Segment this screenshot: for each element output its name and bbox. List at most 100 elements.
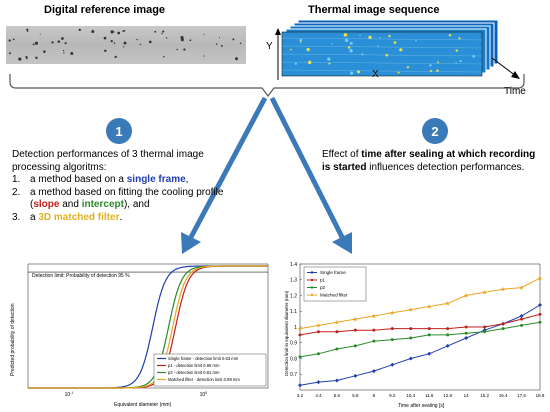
thermal-spot (290, 48, 292, 51)
defect-speck (235, 57, 238, 61)
data-point (352, 316, 358, 322)
defect-speck (163, 56, 165, 58)
thermal-spot (373, 72, 377, 75)
timing-description: Effect of time after sealing at which re… (322, 149, 536, 173)
data-point (464, 336, 469, 341)
data-point (335, 330, 339, 334)
defect-speck (78, 28, 81, 32)
defect-speck (239, 42, 242, 45)
defect-speck (26, 57, 28, 60)
y-tick-label: 1.4 (290, 262, 297, 268)
y-tick-label: 0.9 (290, 341, 297, 347)
data-point (501, 327, 505, 331)
legend-entry: Single frame - detection limit 0.63 mm (168, 356, 239, 361)
defect-speck (180, 35, 184, 40)
thermal-spot (368, 35, 372, 40)
x-tick-label: 12.8 (443, 393, 452, 398)
thermal-spot (458, 37, 461, 40)
defect-speck (215, 43, 218, 45)
defect-speck (91, 30, 95, 33)
data-point (520, 323, 524, 327)
data-point (409, 336, 413, 340)
thermal-spot (379, 37, 381, 39)
thermal-streak (281, 61, 483, 65)
data-point (464, 325, 468, 329)
y-tick-label: 1.3 (290, 278, 297, 284)
y-tick-label: 1.2 (290, 293, 297, 299)
thermal-spot (429, 64, 432, 67)
data-point (538, 312, 542, 316)
defect-speck (148, 40, 152, 44)
series-line (299, 313, 541, 336)
defect-speck (110, 30, 114, 34)
thermal-spot (388, 34, 391, 38)
data-point (445, 343, 450, 348)
legend-entry: Matched filter (320, 293, 348, 298)
defect-speck (165, 37, 168, 39)
top-bracket: X (9, 69, 525, 97)
defect-speck (39, 33, 41, 35)
data-point (427, 333, 431, 337)
thermal-spot (455, 62, 457, 64)
defect-speck (61, 37, 64, 40)
data-point (408, 356, 413, 361)
x-axis-label: Time after sealing [s] (398, 403, 445, 409)
flow-arrows (181, 96, 352, 254)
legend-marker (310, 293, 314, 297)
x-tick-label: 100 (200, 391, 208, 398)
defect-speck (26, 30, 29, 32)
data-point (316, 380, 321, 385)
data-point (519, 313, 524, 318)
data-point (446, 333, 450, 337)
y-tick-label: 0.7 (290, 372, 297, 378)
thermal-spot (343, 33, 348, 37)
defect-speck (113, 31, 115, 33)
data-point (537, 275, 543, 281)
y-axis-label: Y (266, 41, 273, 52)
thermal-spot (350, 71, 354, 75)
data-point (501, 322, 505, 326)
defect-speck (203, 33, 205, 35)
data-point (316, 352, 320, 356)
defect-speck (51, 41, 54, 44)
detection-limit-annotation: Detection limit: Probability of detectio… (32, 273, 130, 279)
x-axis-label: Equivalent diameter (mm) (114, 402, 172, 408)
data-point (427, 327, 431, 331)
algorithm-item-1: 1. a method based on a single frame, (12, 174, 189, 185)
thermal-spot (397, 71, 400, 74)
data-point (483, 325, 487, 329)
thermal-spot (393, 41, 397, 44)
x-tick-label: 16.4 (499, 393, 508, 398)
data-point (372, 339, 376, 343)
defect-speck (103, 36, 107, 40)
y-tick-label: 1.1 (290, 309, 297, 315)
data-point (316, 330, 320, 334)
defect-speck (136, 38, 138, 41)
defect-speck (117, 31, 121, 35)
algorithm-item-3: 3. a 3D matched filter. (12, 211, 123, 223)
algorithm-item-2: 2. a method based on fitting the cooling … (12, 186, 224, 211)
thermal-spot (331, 43, 333, 45)
x-tick-label: 10.4 (406, 393, 415, 398)
legend-entry: p1 (320, 278, 326, 283)
x-tick-label: 14 (464, 393, 470, 398)
data-point (372, 328, 376, 332)
defect-speck (176, 48, 178, 51)
data-point (408, 307, 414, 312)
data-point (334, 378, 339, 383)
thermal-spot (406, 66, 410, 69)
defect-speck (232, 38, 235, 41)
thermal-spot (399, 48, 403, 52)
detection-probability-chart: Detection limit: Probability of detectio… (4, 258, 274, 410)
arrow-to-left-chart (181, 232, 201, 254)
data-point (390, 362, 395, 367)
defect-speck (123, 46, 125, 48)
thermal-spot (436, 69, 439, 72)
x-tick-label: 5.6 (334, 393, 341, 398)
time-axis-arrowhead (511, 71, 520, 79)
defect-speck (43, 50, 46, 53)
thermal-spot (459, 59, 462, 63)
legend-marker (310, 271, 314, 274)
defect-speck (63, 52, 65, 54)
data-point (538, 302, 542, 307)
